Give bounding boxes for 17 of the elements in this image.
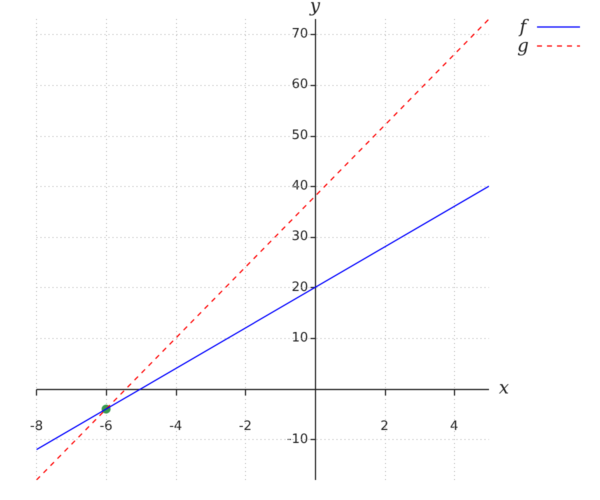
legend-label: g xyxy=(517,36,529,57)
x-tick-label: 2 xyxy=(380,418,389,434)
y-axis-title: y xyxy=(308,0,321,17)
x-tick-label: -2 xyxy=(238,418,252,434)
y-tick-label: 50 xyxy=(292,128,308,143)
y-tick-label: 60 xyxy=(292,77,308,92)
y-tick-label: 40 xyxy=(292,178,308,194)
y-tick-label: 20 xyxy=(292,280,308,295)
legend-label: f xyxy=(518,16,530,38)
y-tick-label: 70 xyxy=(292,26,308,42)
y-tick-label: 30 xyxy=(292,229,308,244)
x-axis-title: x xyxy=(498,377,510,398)
x-tick-label: 4 xyxy=(450,418,458,434)
x-tick-label: -4 xyxy=(169,418,182,434)
y-tick-label: -10 xyxy=(286,432,308,447)
y-tick-label: 10 xyxy=(292,330,308,346)
x-tick-label: -6 xyxy=(100,418,113,434)
